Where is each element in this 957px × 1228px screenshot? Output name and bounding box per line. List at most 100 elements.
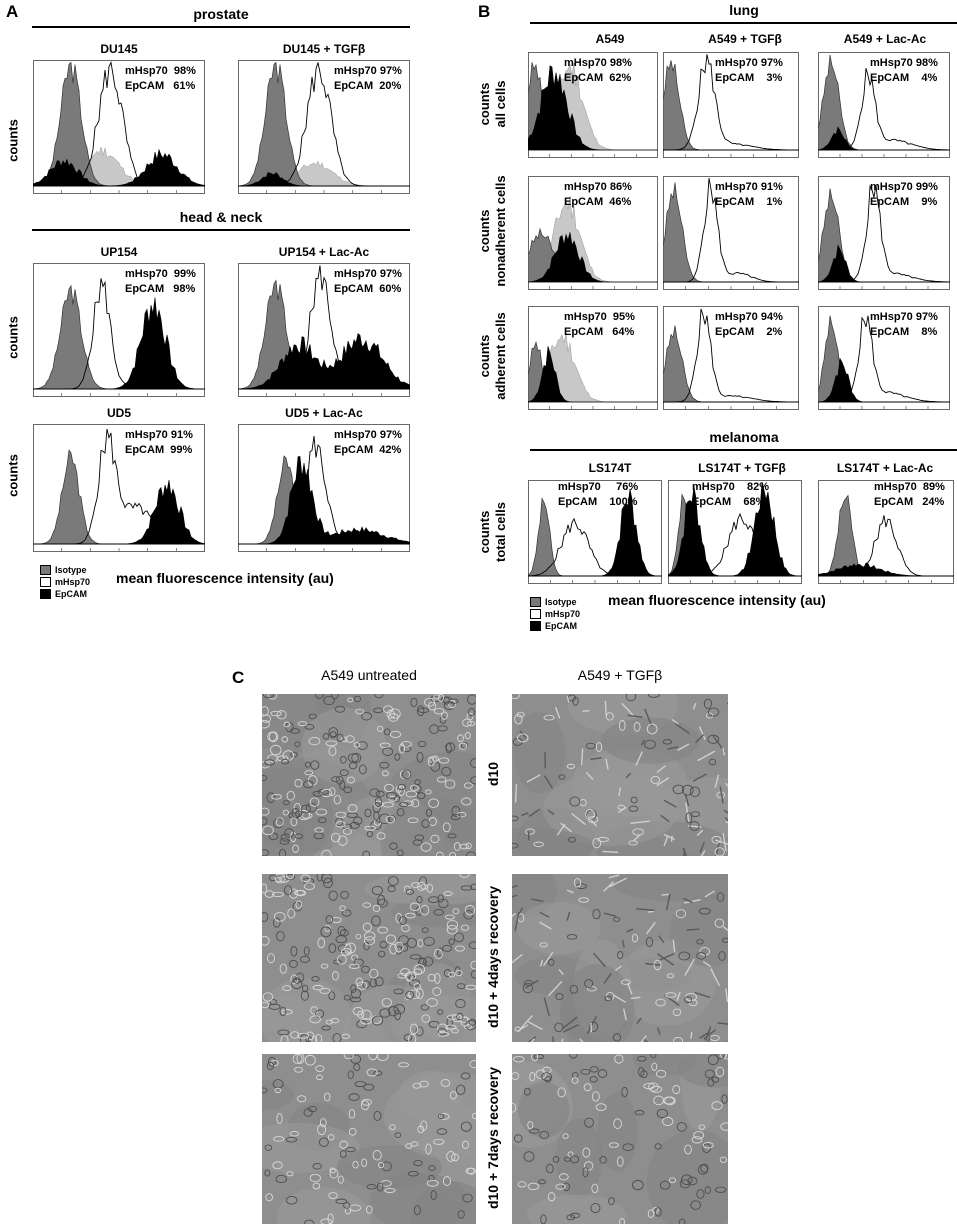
percent-annotation: mHsp70 97%EpCAM 8% bbox=[870, 310, 938, 340]
cell-body bbox=[644, 1083, 655, 1088]
epcam-swatch bbox=[530, 621, 541, 631]
plot-title: DU145 bbox=[33, 42, 205, 56]
percent-annotation: mHsp70 76%EpCAM 100% bbox=[558, 480, 638, 510]
cell-spindle bbox=[602, 851, 618, 852]
cell-body bbox=[370, 789, 380, 797]
cell-body bbox=[512, 816, 518, 821]
cell-body bbox=[288, 909, 295, 918]
col-title-ls174t-lacac: LS174T + Lac-Ac bbox=[812, 461, 957, 475]
cell-body bbox=[291, 946, 297, 956]
mhsp70-percent: mHsp70 95% bbox=[564, 310, 635, 325]
cell-body bbox=[515, 714, 522, 724]
cell-spindle bbox=[637, 1018, 641, 1024]
cell-spindle bbox=[567, 890, 574, 893]
cell-spindle bbox=[658, 1028, 660, 1035]
x-label-b: mean fluorescence intensity (au) bbox=[608, 592, 826, 608]
cell-body bbox=[401, 925, 409, 932]
cell-body bbox=[576, 884, 586, 889]
cell-body bbox=[721, 1123, 728, 1130]
epcam-percent: EpCAM 2% bbox=[715, 325, 783, 340]
row-label-line1: counts bbox=[477, 166, 493, 296]
row-label-line1: counts bbox=[477, 39, 493, 169]
head-neck-heading: head & neck bbox=[32, 209, 410, 225]
cell-body bbox=[384, 729, 390, 735]
cell-body bbox=[341, 891, 349, 898]
cell-body bbox=[352, 955, 358, 960]
cell-body bbox=[316, 1075, 322, 1080]
cell-body bbox=[291, 752, 298, 757]
cell-body bbox=[677, 1123, 686, 1132]
cell-body bbox=[710, 1035, 719, 1040]
micrograph-svg bbox=[512, 694, 728, 856]
cell-spindle bbox=[644, 1040, 652, 1042]
cell-body bbox=[596, 743, 601, 752]
cell-spindle bbox=[567, 696, 569, 702]
cell-body bbox=[356, 934, 361, 939]
cell-spindle bbox=[604, 913, 616, 916]
cell-body bbox=[305, 1055, 315, 1065]
col-title-a549-lacac: A549 + Lac-Ac bbox=[815, 32, 955, 46]
col-title-a549-tgfb: A549 + TGFβ bbox=[680, 32, 810, 46]
mhsp70-percent: mHsp70 91% bbox=[125, 428, 193, 443]
cell-spindle bbox=[516, 784, 517, 802]
cell-body bbox=[465, 732, 470, 738]
cell-spindle bbox=[717, 1023, 728, 1025]
legend-b: Isotype mHsp70 EpCAM bbox=[530, 596, 580, 632]
mhsp70-percent: mHsp70 97% bbox=[334, 428, 402, 443]
cell-body bbox=[280, 964, 286, 973]
cell-body bbox=[458, 735, 464, 742]
cell-body bbox=[349, 1128, 356, 1135]
epcam-percent: EpCAM 100% bbox=[558, 495, 638, 510]
cell-body bbox=[265, 1170, 270, 1176]
cell-body bbox=[268, 755, 278, 762]
cell-body bbox=[708, 708, 718, 716]
cell-body bbox=[367, 1069, 377, 1076]
percent-annotation: mHsp70 91%EpCAM 1% bbox=[715, 180, 783, 210]
cell-body bbox=[378, 927, 388, 933]
epcam-percent: EpCAM 24% bbox=[874, 495, 945, 510]
cell-body bbox=[293, 902, 302, 911]
cell-body bbox=[443, 945, 452, 951]
cell-body bbox=[722, 1095, 727, 1104]
cell-body bbox=[378, 951, 385, 957]
cell-body bbox=[663, 1117, 673, 1125]
panel-b-letter: B bbox=[478, 2, 490, 22]
cell-body bbox=[294, 1067, 302, 1072]
cell-spindle bbox=[636, 909, 654, 911]
cell-body bbox=[654, 1096, 664, 1105]
cell-spindle bbox=[648, 911, 654, 912]
cell-spindle bbox=[727, 703, 728, 716]
plot-title: UD5 bbox=[33, 406, 205, 420]
cell-body bbox=[569, 1054, 577, 1058]
cell-body bbox=[704, 699, 711, 708]
cell-body bbox=[673, 1085, 680, 1093]
cell-body bbox=[268, 954, 275, 963]
cell-body bbox=[321, 964, 328, 968]
cell-spindle bbox=[556, 707, 560, 718]
epcam-percent: EpCAM 60% bbox=[334, 282, 402, 297]
mhsp70-swatch bbox=[530, 609, 541, 619]
cell-body bbox=[330, 1169, 338, 1178]
epcam-percent: EpCAM 46% bbox=[564, 195, 632, 210]
mhsp70-percent: mHsp70 82% bbox=[692, 480, 769, 495]
legend-a: Isotype mHsp70 EpCAM bbox=[40, 564, 90, 600]
cell-body bbox=[273, 918, 280, 927]
cell-body bbox=[336, 936, 347, 943]
percent-annotation: mHsp70 97%EpCAM 20% bbox=[334, 64, 402, 94]
cell-body bbox=[410, 955, 421, 959]
cell-spindle bbox=[512, 954, 522, 965]
cell-body bbox=[266, 1194, 273, 1201]
micrograph-svg bbox=[262, 1054, 476, 1224]
cell-body bbox=[349, 964, 359, 968]
cell-body bbox=[386, 935, 395, 944]
epcam-percent: EpCAM 1% bbox=[715, 195, 783, 210]
cell-body bbox=[349, 1094, 359, 1101]
cell-body bbox=[370, 979, 377, 987]
cell-body bbox=[418, 741, 426, 746]
epcam-swatch bbox=[40, 589, 51, 599]
legend-label: EpCAM bbox=[545, 621, 577, 631]
percent-annotation: mHsp70 99%EpCAM 98% bbox=[125, 267, 196, 297]
cell-body bbox=[355, 1082, 366, 1087]
